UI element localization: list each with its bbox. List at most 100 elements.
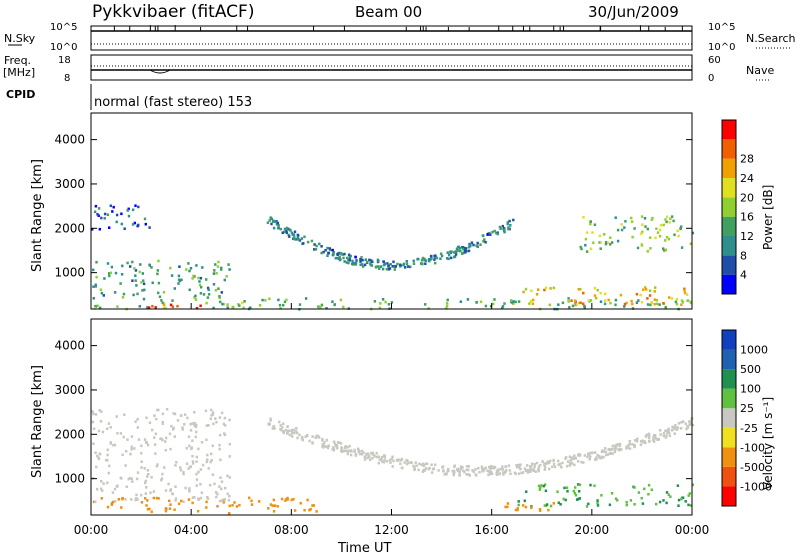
- velocity-cell: [578, 490, 581, 493]
- velocity-cell: [140, 460, 143, 463]
- power-cell: [439, 252, 443, 256]
- velocity-cell: [653, 436, 657, 440]
- velocity-cell: [507, 464, 511, 467]
- velocity-cell: [271, 427, 274, 430]
- velocity-cell: [276, 505, 279, 508]
- power-cell: [503, 302, 506, 305]
- velocity-cell: [377, 461, 380, 465]
- power-cell: [488, 231, 491, 235]
- nsky-tick-bottom: 10^0: [50, 42, 77, 53]
- velocity-cbar-segment: [722, 349, 736, 370]
- velocity-cell: [589, 455, 592, 458]
- power-cell: [279, 227, 282, 231]
- velocity-cell: [205, 460, 208, 464]
- velocity-cell: [596, 454, 599, 457]
- power-cell: [340, 252, 343, 256]
- velocity-cbar-frame: [721, 329, 737, 507]
- velocity-cell: [445, 472, 448, 476]
- power-cell: [94, 204, 98, 208]
- velocity-cell: [211, 411, 215, 414]
- power-cell: [446, 257, 449, 260]
- power-cell: [345, 256, 349, 260]
- velocity-cell: [580, 460, 583, 464]
- power-cell: [531, 302, 535, 306]
- velocity-cell: [346, 452, 349, 456]
- velocity-cell: [154, 432, 158, 436]
- velocity-cell: [185, 446, 188, 450]
- velocity-cell: [403, 461, 406, 464]
- power-cell: [435, 256, 439, 260]
- power-cell: [476, 245, 479, 248]
- power-cell: [427, 258, 431, 261]
- velocity-cell: [684, 500, 687, 503]
- power-cell: [292, 233, 296, 236]
- velocity-cell: [607, 453, 610, 456]
- power-cell: [585, 250, 589, 253]
- velocity-cell: [144, 441, 148, 444]
- velocity-cell: [182, 472, 185, 476]
- power-cell: [134, 204, 137, 207]
- power-cell: [258, 304, 262, 307]
- power-cell: [489, 304, 493, 308]
- velocity-cell: [657, 437, 660, 441]
- velocity-cell: [668, 434, 672, 438]
- velocity-cell: [106, 448, 109, 452]
- velocity-cell: [164, 440, 167, 443]
- power-cell: [281, 231, 284, 235]
- power-cell: [359, 260, 362, 263]
- power-cell: [653, 302, 656, 306]
- velocity-cell: [228, 455, 231, 458]
- velocity-cell: [209, 460, 212, 464]
- power-cell: [106, 213, 110, 216]
- velocity-cell: [589, 483, 592, 487]
- velocity-cell: [271, 504, 274, 507]
- velocity-cbar-tick: -1000: [740, 480, 772, 493]
- velocity-cell: [140, 444, 143, 448]
- velocity-cell: [644, 434, 648, 438]
- nsky-panel: [90, 25, 693, 51]
- power-cell: [668, 296, 671, 299]
- velocity-cell: [443, 473, 446, 476]
- velocity-cell: [267, 422, 270, 425]
- velocity-cell: [686, 425, 689, 428]
- power-cell: [288, 235, 291, 238]
- nsearch-tick-top: 10^5: [708, 22, 735, 33]
- power-cell: [103, 212, 107, 216]
- power-cell: [332, 253, 335, 256]
- power-cell: [369, 260, 373, 264]
- velocity-cell: [354, 453, 358, 456]
- power-cell: [169, 266, 172, 270]
- power-cell: [620, 223, 623, 226]
- power-cell: [282, 303, 285, 307]
- velocity-cbar-label: Velocity [m s⁻¹]: [761, 397, 775, 490]
- velocity-cell: [174, 485, 177, 488]
- velocity-cell: [667, 430, 670, 433]
- velocity-cell: [357, 447, 360, 451]
- power-cell: [243, 300, 246, 303]
- power-cell: [383, 262, 386, 266]
- velocity-cell: [543, 464, 546, 468]
- velocity-cell: [174, 499, 177, 502]
- power-ytick-label: 1000: [54, 266, 85, 280]
- power-cell: [377, 265, 380, 268]
- velocity-cell: [165, 407, 169, 411]
- power-cell: [171, 305, 174, 309]
- power-cell: [354, 263, 357, 266]
- power-cell: [336, 256, 339, 260]
- power-cell: [347, 261, 350, 265]
- nsky-label: N.Sky: [4, 32, 36, 45]
- velocity-cell: [689, 504, 693, 507]
- time-x-axis: 00:00 04:00 08:00 12:00 16:00 20:00 00:00: [74, 303, 709, 537]
- velocity-cell: [604, 453, 608, 457]
- velocity-cell: [458, 471, 461, 474]
- velocity-cell: [552, 459, 555, 463]
- velocity-cell: [535, 461, 539, 465]
- velocity-cell: [121, 453, 124, 457]
- velocity-cell: [495, 471, 499, 475]
- power-cell: [120, 273, 124, 276]
- power-cell: [680, 303, 683, 306]
- velocity-cell: [633, 503, 636, 506]
- velocity-cell: [573, 492, 577, 495]
- velocity-cell: [452, 469, 456, 473]
- power-cell: [94, 283, 97, 287]
